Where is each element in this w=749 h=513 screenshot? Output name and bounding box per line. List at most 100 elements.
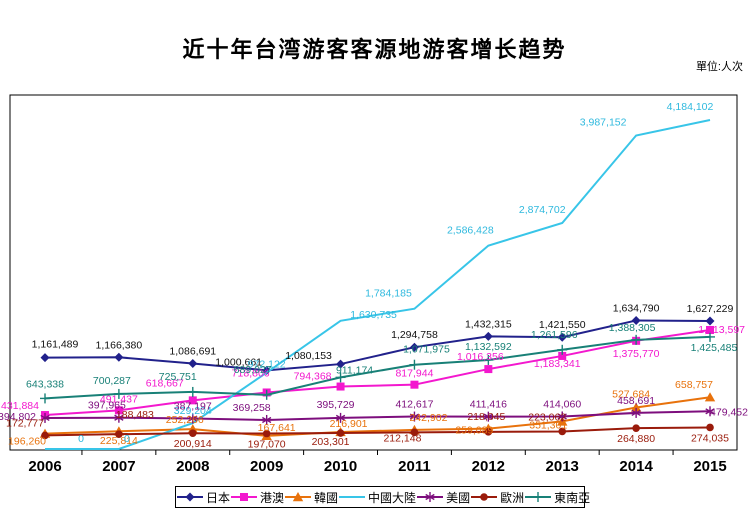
x-axis-label: 2010 [324, 458, 357, 475]
data-label: 1,634,790 [613, 302, 660, 314]
legend-label: 美國 [446, 490, 471, 505]
plus-marker-icon [40, 393, 50, 404]
legend-item-6: 歐洲 [470, 489, 524, 506]
data-label: 1,784,185 [365, 288, 412, 300]
circle-marker-icon [632, 424, 640, 432]
diamond-marker-icon [409, 342, 419, 352]
diamond-marker-icon [483, 331, 493, 341]
legend-label: 中國大陸 [368, 490, 417, 505]
data-label: 1,080,153 [285, 350, 332, 362]
data-label: 658,757 [675, 379, 713, 391]
legend-label: 韓國 [314, 490, 339, 505]
x-axis-label: 2014 [619, 458, 653, 475]
diamond-marker-icon [336, 359, 346, 369]
series-line [44, 319, 711, 372]
square-marker-icon [558, 351, 567, 360]
unit-label: 單位:人次 [695, 61, 743, 73]
legend-swatch [339, 496, 366, 498]
data-label: 1,425,485 [691, 342, 738, 354]
data-label: 431,884 [1, 400, 39, 412]
plus-marker-icon [335, 372, 346, 383]
legend-swatch [471, 493, 498, 501]
diamond-marker-icon [40, 353, 50, 363]
data-label: 479,452 [710, 406, 748, 418]
legend-swatch [417, 492, 444, 502]
data-label: 188,483 [116, 409, 154, 421]
asterisk-marker-icon [631, 407, 641, 418]
series-labels-港澳: 431,884 491,437 618,667 718,806 794,368 817,9… [1, 324, 745, 412]
data-label: 274,035 [691, 432, 729, 444]
data-label: 387,197 [174, 401, 212, 413]
data-label: 1,071,975 [403, 344, 450, 356]
x-axis-label: 2011 [398, 458, 431, 475]
data-label: 1,421,550 [539, 319, 586, 331]
asterisk-marker-icon [335, 412, 346, 423]
plus-marker-icon [533, 492, 544, 502]
series-美國 [40, 406, 715, 425]
plus-marker-icon [631, 334, 642, 345]
data-label: 259,089 [455, 425, 493, 437]
asterisk-marker-icon [409, 411, 420, 422]
asterisk-marker-icon [262, 414, 272, 425]
asterisk-marker-icon [425, 492, 435, 502]
x-axis-label: 2007 [102, 458, 135, 475]
square-marker-icon [706, 325, 715, 334]
data-label: 412,617 [395, 399, 433, 411]
circle-marker-icon [41, 431, 49, 440]
asterisk-marker-icon [114, 412, 124, 423]
series-labels-韓國: 196,260 225,814 252,266 167,641 216,901 242,9… [8, 379, 713, 447]
square-marker-icon [188, 396, 197, 405]
x-axis-label: 2012 [472, 458, 505, 475]
data-label: 1,132,592 [465, 341, 512, 353]
data-label: 2,874,702 [519, 204, 566, 216]
square-marker-icon [484, 365, 493, 374]
data-label: 1,375,770 [613, 348, 660, 360]
asterisk-marker-icon [705, 406, 715, 417]
legend-item-2: 港澳 [230, 489, 284, 506]
square-marker-icon [410, 380, 419, 389]
data-label: 1,016,356 [457, 351, 504, 363]
data-label: 643,338 [26, 378, 64, 390]
series-line [44, 410, 711, 421]
data-label: 397,965 [88, 400, 126, 412]
diamond-marker-icon [557, 332, 567, 342]
data-label: 2,586,428 [447, 225, 494, 237]
series-line [44, 335, 711, 400]
data-label: 212,148 [383, 432, 421, 444]
legend-swatch [285, 492, 312, 502]
x-axis-label: 2015 [693, 458, 726, 475]
triangle-marker-icon [292, 492, 304, 502]
data-label: 218,045 [467, 411, 505, 423]
data-label: 1,388,305 [609, 322, 656, 334]
diamond-marker-icon [631, 315, 641, 325]
diamond-marker-icon [185, 492, 195, 502]
circle-marker-icon [706, 423, 714, 432]
legend-item-1: 日本 [176, 489, 230, 506]
asterisk-marker-icon [40, 412, 50, 423]
data-label: 167,641 [258, 422, 296, 434]
legend-label: 港澳 [260, 490, 285, 505]
circle-marker-icon [262, 429, 271, 438]
diamond-marker-icon [262, 365, 272, 375]
series-line [44, 426, 711, 437]
series-東南亞 [40, 331, 716, 404]
diamond-marker-icon [705, 316, 715, 326]
plus-marker-icon [705, 331, 716, 342]
data-label: 718,806 [232, 367, 270, 379]
data-label: 817,944 [395, 368, 433, 380]
series-中國大陸 [45, 119, 711, 450]
data-label: 1,294,758 [391, 329, 438, 341]
square-marker-icon [240, 493, 249, 501]
data-label: 1,161,489 [32, 339, 79, 351]
data-label: 395,729 [317, 399, 355, 411]
data-label: 911,174 [336, 364, 373, 376]
data-label: 0 [124, 433, 130, 445]
series-labels-中國大陸: 0 0 329,204 972,122 1,630,735 1,784,185 2,586,… [78, 101, 713, 445]
data-label: 223,062 [528, 411, 566, 423]
data-label: 225,814 [100, 435, 138, 447]
data-label: 200,914 [174, 438, 212, 450]
legend-label: 東南亞 [554, 490, 591, 505]
legend-item-3: 韓國 [284, 489, 338, 506]
series-labels-東南亞: 643,338 700,287 725,751 689,027 911,174 1,071… [26, 322, 738, 391]
